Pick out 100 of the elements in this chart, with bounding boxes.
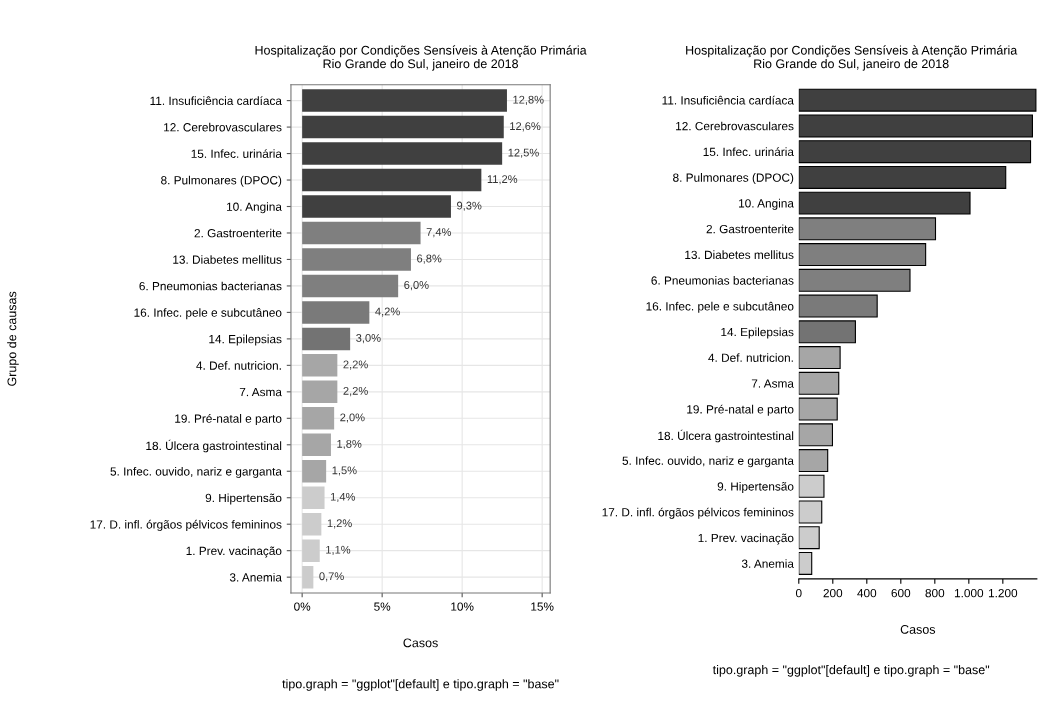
bar — [302, 354, 338, 377]
bar — [302, 327, 351, 351]
x-tick-label: 0 — [795, 588, 802, 598]
x-tick-label: 10% — [451, 602, 474, 611]
bar — [798, 371, 840, 395]
bar — [302, 301, 370, 324]
bar — [798, 551, 813, 575]
bar — [302, 195, 451, 218]
data-label: 2,2% — [343, 386, 368, 397]
y-tick-label: 13. Diabetes mellitus — [685, 250, 794, 259]
x-axis-title: Casos — [900, 624, 936, 634]
data-label: 12,6% — [510, 122, 541, 132]
bar — [798, 294, 878, 318]
data-label: 4,2% — [375, 307, 400, 317]
data-label: 2,2% — [343, 360, 368, 370]
bar — [302, 89, 507, 112]
y-tick-label: 8. Pulmonares (DPOC) — [673, 173, 794, 185]
y-tick-label: 15. Infec. urinária — [703, 147, 794, 157]
bar — [302, 168, 482, 192]
data-label: 1,4% — [330, 492, 356, 503]
y-axis-title: Grupo de causas — [7, 291, 19, 386]
bar — [302, 460, 327, 483]
bar — [302, 248, 411, 271]
y-tick-label: 12. Cerebrovasculares — [676, 121, 794, 131]
bar — [798, 320, 856, 344]
y-tick-label: 11. Insuficiência cardíaca — [150, 96, 282, 105]
bar — [798, 114, 1033, 138]
y-tick-label: 5. Infec. ouvido, nariz e garganta — [110, 466, 282, 478]
bar — [798, 346, 841, 370]
data-label: 0,7% — [319, 572, 344, 582]
bar — [302, 380, 338, 404]
data-label: 1,1% — [326, 545, 351, 555]
x-tick-label: 400 — [857, 588, 877, 598]
y-tick-label: 19. Pré-natal e parto — [687, 404, 794, 416]
y-tick-label: 6. Pneumonias bacterianas — [139, 281, 282, 291]
text: tipo.graph = "ggplot"[default] e tipo.graph = "base" — [712, 665, 990, 677]
x-tick-label: 15% — [531, 602, 554, 611]
data-label: 7,4% — [426, 228, 452, 238]
chart-title: Hospitalização por Condições Sensíveis à Atenção Primária Rio Grande do Sul, janeiro de 2018 — [686, 45, 1018, 71]
x-tick-label: 600 — [891, 588, 911, 598]
data-label: 6,0% — [404, 281, 429, 291]
x-axis-title: Casos — [403, 638, 438, 648]
y-tick-label: 18. Úlcera gastrointestinal — [658, 429, 794, 443]
x-tick-label: 0% — [294, 602, 311, 611]
x-tick-label: 1.000 — [954, 588, 984, 598]
y-tick-label: 2. Gastroenterite — [706, 224, 794, 234]
bar — [302, 486, 325, 509]
y-tick-label: 18. Úlcera gastrointestinal — [146, 439, 282, 453]
y-tick-label: 14. Epilepsias — [209, 334, 282, 346]
bar — [798, 500, 823, 524]
y-tick-label: 9. Hipertensão — [205, 493, 282, 505]
y-tick-label: 16. Infec. pele e subcutâneo — [646, 301, 794, 313]
bar — [798, 88, 1037, 112]
data-label: 2,0% — [340, 413, 365, 423]
y-tick-label: 4. Def. nutricion. — [196, 361, 281, 370]
bar — [798, 397, 838, 421]
bar — [302, 221, 421, 245]
y-tick-label: 15. Infec. urinária — [191, 149, 282, 158]
bar — [798, 140, 1032, 164]
bar — [302, 142, 503, 165]
bar — [798, 526, 820, 550]
y-tick-label: 7. Asma — [751, 379, 794, 388]
x-tick-label: 800 — [925, 588, 945, 598]
x-tick-label: 200 — [823, 588, 843, 598]
data-label: 1,2% — [327, 519, 352, 529]
bar — [798, 243, 927, 267]
y-tick-label: 1. Prev. vacinação — [698, 533, 794, 545]
bar — [798, 217, 937, 241]
y-tick-label: 17. D. infl. órgãos pélvicos femininos — [602, 507, 794, 519]
bar — [302, 407, 335, 430]
bar — [798, 268, 911, 292]
text: tipo.graph = "ggplot"[default] e tipo.graph = "base" — [282, 679, 559, 691]
y-tick-label: 17. D. infl. órgãos pélvicos femininos — [90, 519, 282, 531]
bar — [798, 165, 1007, 189]
y-tick-label: 10. Angina — [739, 198, 794, 210]
y-tick-label: 5. Infec. ouvido, nariz e garganta — [622, 456, 794, 468]
y-tick-label: 4. Def. nutricion. — [708, 353, 793, 362]
data-label: 3,0% — [356, 333, 381, 344]
data-label: 11,2% — [487, 175, 518, 185]
y-tick-label: 3. Anemia — [741, 559, 794, 568]
bar — [798, 449, 829, 473]
y-tick-label: 9. Hipertensão — [717, 481, 794, 493]
y-tick-label: 16. Infec. pele e subcutâneo — [134, 308, 282, 320]
y-tick-label: 6. Pneumonias bacterianas — [651, 276, 794, 285]
y-tick-label: 10. Angina — [227, 202, 282, 214]
y-tick-label: 7. Asma — [239, 387, 282, 397]
bar — [302, 274, 399, 298]
bar — [798, 191, 971, 215]
bar — [798, 474, 825, 498]
data-label: 12,8% — [513, 95, 544, 105]
y-tick-label: 11. Insuficiência cardíaca — [662, 95, 794, 105]
data-label: 12,5% — [508, 148, 539, 158]
data-label: 6,8% — [417, 254, 442, 264]
x-tick-label: 1.200 — [988, 588, 1018, 598]
y-tick-label: 1. Prev. vacinação — [186, 546, 282, 558]
x-tick-label: 5% — [374, 602, 391, 611]
bar — [302, 512, 322, 536]
y-tick-label: 14. Epilepsias — [721, 327, 794, 339]
y-tick-label: 3. Anemia — [229, 572, 282, 582]
data-label: 9,3% — [457, 201, 482, 211]
